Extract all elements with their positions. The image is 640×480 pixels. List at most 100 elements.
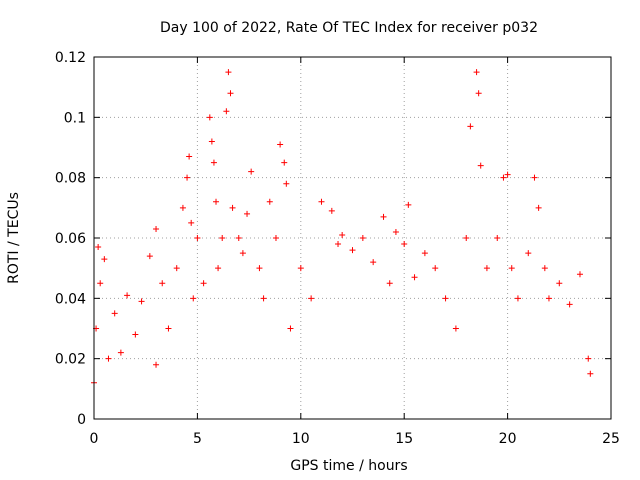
data-point — [208, 138, 215, 145]
data-point — [188, 219, 195, 226]
data-point — [308, 295, 315, 302]
data-point — [215, 265, 222, 272]
data-point — [223, 108, 230, 115]
data-point — [386, 280, 393, 287]
data-point — [225, 69, 232, 76]
x-tick-label: 25 — [602, 431, 620, 447]
data-point — [194, 235, 201, 241]
data-point — [335, 241, 342, 248]
data-point — [467, 123, 474, 130]
data-point — [477, 162, 484, 169]
data-point — [287, 325, 294, 332]
data-point — [124, 292, 131, 299]
data-point — [405, 201, 412, 208]
x-tick-label: 10 — [292, 431, 310, 447]
x-tick-label: 5 — [193, 431, 202, 447]
data-point — [585, 355, 592, 362]
data-point — [297, 265, 304, 272]
x-tick-label: 0 — [90, 431, 99, 447]
grid-layer — [94, 57, 611, 419]
data-point — [105, 355, 112, 362]
data-point — [545, 295, 552, 302]
data-point — [566, 301, 573, 308]
data-point — [508, 265, 515, 272]
data-point — [473, 69, 480, 76]
data-point — [159, 280, 166, 287]
data-point — [277, 141, 284, 148]
data-point — [401, 241, 408, 248]
data-point — [556, 280, 563, 287]
data-point — [213, 198, 220, 205]
data-point — [206, 114, 213, 121]
y-tick-label: 0 — [77, 412, 86, 428]
data-point — [463, 235, 470, 241]
y-axis-label: ROTI / TECUs — [6, 192, 22, 284]
data-point — [318, 198, 325, 205]
x-axis-label: GPS time / hours — [290, 458, 407, 474]
data-point — [483, 265, 490, 272]
data-point — [339, 231, 346, 238]
data-point — [235, 235, 242, 241]
data-point — [184, 174, 191, 181]
data-point — [328, 207, 335, 214]
data-point — [359, 235, 366, 241]
data-point — [111, 310, 118, 317]
data-point — [541, 265, 548, 272]
data-point — [260, 295, 267, 302]
data-point — [432, 265, 439, 272]
data-point — [227, 90, 234, 97]
data-point — [500, 174, 507, 181]
data-point — [525, 250, 532, 257]
data-point — [229, 204, 236, 211]
data-point — [248, 168, 255, 175]
data-point — [117, 349, 124, 356]
data-point — [173, 265, 180, 272]
data-point — [244, 210, 251, 217]
data-point — [266, 198, 273, 205]
data-point — [97, 280, 104, 287]
data-point — [146, 253, 153, 260]
ticks-layer: 0 0.02 0.04 0.06 0.08 0.1 0.12 0 5 10 15 20 25 — [55, 50, 620, 447]
data-point — [153, 361, 160, 368]
data-point — [494, 235, 501, 241]
data-point — [239, 250, 246, 257]
data-point — [370, 259, 377, 266]
y-tick-label: 0.1 — [64, 110, 86, 126]
data-point — [283, 180, 290, 187]
data-point — [392, 228, 399, 235]
data-point — [272, 235, 279, 241]
data-point — [531, 174, 538, 181]
data-point — [535, 204, 542, 211]
data-point — [219, 235, 226, 241]
data-point — [179, 204, 186, 211]
data-point — [95, 244, 102, 251]
data-point — [153, 225, 160, 232]
data-point — [442, 295, 449, 302]
data-point — [380, 213, 387, 220]
data-point — [210, 159, 217, 166]
data-point — [256, 265, 263, 272]
data-point — [186, 153, 193, 160]
data-point — [475, 90, 482, 97]
data-point — [421, 250, 428, 257]
y-tick-label: 0.12 — [55, 50, 86, 66]
data-point — [190, 295, 197, 302]
data-point — [165, 325, 172, 332]
data-point — [349, 247, 356, 254]
data-point — [587, 370, 594, 377]
plot-frame — [93, 56, 612, 420]
data-point — [411, 274, 418, 281]
y-tick-label: 0.08 — [55, 171, 86, 187]
x-tick-label: 20 — [499, 431, 517, 447]
points-layer — [91, 69, 594, 386]
data-point — [132, 331, 139, 338]
chart-title: Day 100 of 2022, Rate Of TEC Index for r… — [160, 20, 538, 36]
data-point — [281, 159, 288, 166]
data-point — [200, 280, 207, 287]
data-point — [504, 171, 511, 178]
x-tick-label: 15 — [395, 431, 413, 447]
data-point — [514, 295, 521, 302]
data-point — [452, 325, 459, 332]
y-tick-label: 0.06 — [55, 231, 86, 247]
